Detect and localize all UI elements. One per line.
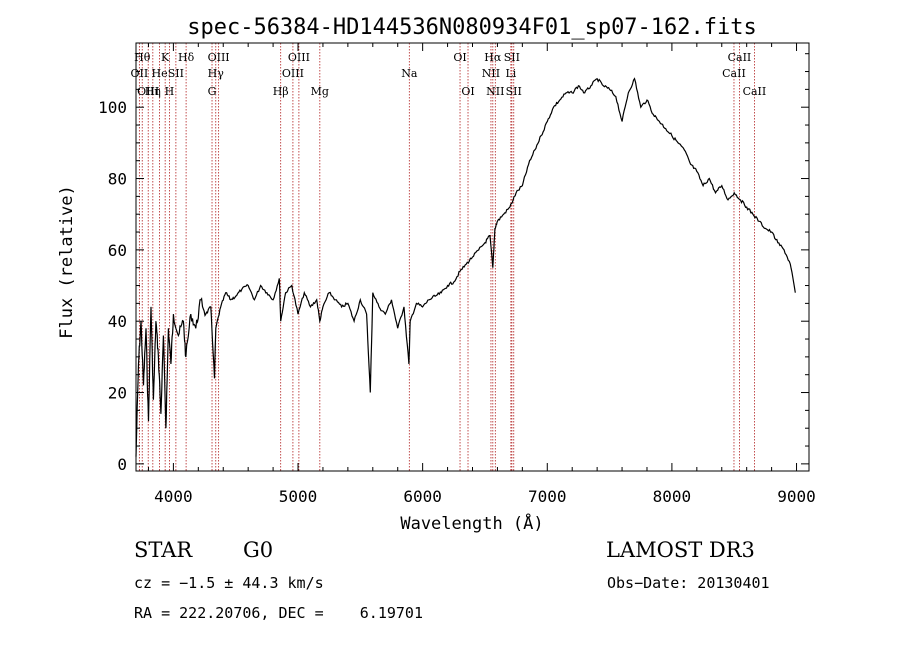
line-label: Na	[401, 67, 418, 80]
chart-title: spec-56384-HD144536N080934F01_sp07-162.f…	[187, 15, 757, 40]
x-axis-ticks: 4000 5000 6000 7000 8000 9000	[147, 43, 816, 506]
x-tick-label: 8000	[653, 487, 692, 506]
line-label: Hβ	[273, 85, 289, 98]
line-label: CaII	[743, 85, 767, 98]
x-tick-label: 9000	[777, 487, 816, 506]
x-tick-label: 4000	[154, 487, 193, 506]
line-label: Mg	[311, 85, 329, 98]
line-label: Hθ	[134, 51, 151, 64]
line-label: OI	[453, 51, 466, 64]
survey-label: LAMOST DR3	[606, 538, 755, 562]
line-label: SII	[504, 51, 520, 64]
line-label: Hη	[145, 85, 161, 98]
x-axis-label: Wavelength (Å)	[400, 512, 543, 534]
line-label: OIII	[208, 51, 230, 64]
redshift-text: cz = −1.5 ± 44.3 km/s	[134, 574, 324, 592]
object-class: STAR	[134, 538, 193, 562]
coordinates-text: RA = 222.20706, DEC = 6.19701	[134, 604, 423, 622]
x-tick-label: 7000	[528, 487, 567, 506]
x-tick-label: 6000	[403, 487, 442, 506]
y-tick-label: 80	[108, 170, 127, 189]
line-label: SII	[168, 67, 184, 80]
y-tick-label: 100	[98, 98, 127, 117]
y-tick-label: 0	[117, 455, 127, 474]
x-tick-label: 5000	[279, 487, 318, 506]
obs-date-text: Obs−Date: 20130401	[607, 574, 770, 592]
line-label: OIII	[288, 51, 310, 64]
emission-line-markers	[138, 43, 755, 471]
y-tick-label: 20	[108, 384, 127, 403]
line-label: CaII	[722, 67, 746, 80]
line-label: NII	[486, 85, 504, 98]
emission-line-labels: OIIHθOIIIHηHeKHSIIHδGHγOIIIHβOIIIOIIIMgN…	[131, 51, 767, 98]
object-subclass: G0	[243, 538, 274, 562]
y-tick-label: 40	[108, 312, 127, 331]
line-label: G	[208, 85, 217, 98]
spectrum-line	[135, 77, 796, 457]
line-label: SII	[506, 85, 522, 98]
line-label: CaII	[728, 51, 752, 64]
line-label: OI	[461, 85, 474, 98]
line-label: Hα	[484, 51, 502, 64]
line-label: Hγ	[208, 67, 225, 80]
line-label: OIII	[282, 67, 304, 80]
line-label: H	[165, 85, 175, 98]
line-label: NII	[482, 67, 500, 80]
y-axis-label: Flux (relative)	[57, 185, 77, 339]
line-label: OIII	[137, 85, 159, 98]
line-label: K	[161, 51, 170, 64]
y-axis-ticks: 0 20 40 60 80 100	[98, 53, 809, 474]
line-label: Hδ	[178, 51, 195, 64]
line-label: OII	[131, 67, 149, 80]
line-label: He	[152, 67, 168, 80]
line-label: Li	[505, 67, 516, 80]
y-tick-label: 60	[108, 241, 127, 260]
